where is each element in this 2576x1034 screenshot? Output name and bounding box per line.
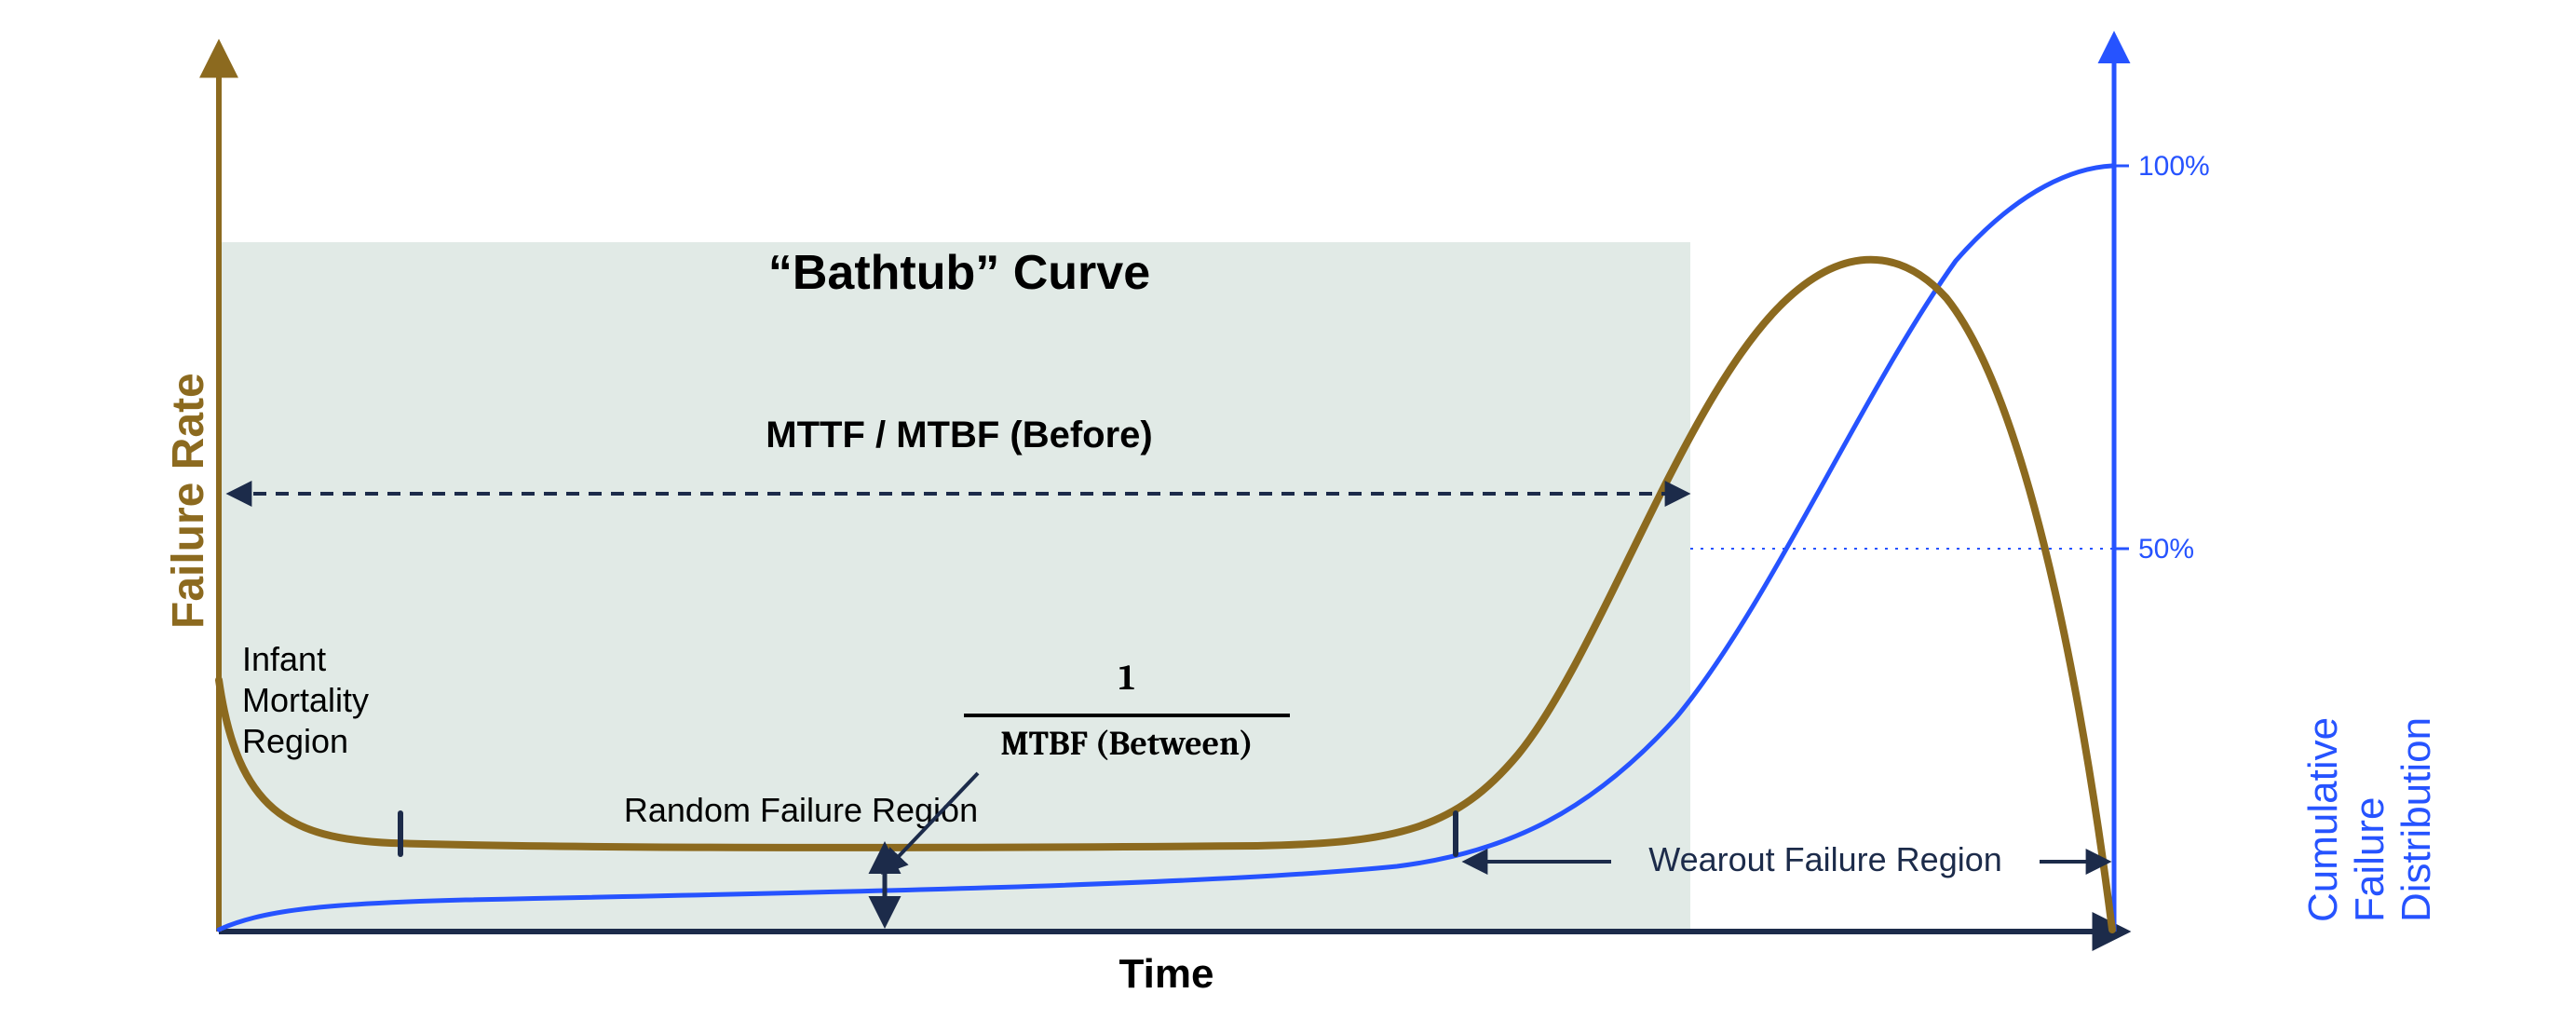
wearout-failure-label: Wearout Failure Region	[1648, 840, 2002, 878]
infant-mortality-label: Region	[242, 722, 348, 760]
y-right-tick-label: 50%	[2138, 534, 2194, 565]
random-failure-label: Random Failure Region	[624, 791, 978, 829]
chart-svg: Time 50% 100% “Bathtub” Curve MTTF / MTBF (B…	[0, 0, 2576, 1034]
x-axis-label: Time	[1119, 951, 1214, 997]
chart-title: “Bathtub” Curve	[768, 246, 1150, 300]
one-over-mtbf-numerator: 1	[1119, 658, 1134, 699]
infant-mortality-label: Infant	[242, 640, 326, 678]
y-axis-right-label: Cumulative Failure Distribution	[2300, 646, 2440, 922]
bathtub-curve-chart: Time 50% 100% “Bathtub” Curve MTTF / MTBF (B…	[0, 0, 2576, 1034]
one-over-mtbf-denominator: MTBF (Between)	[1000, 725, 1253, 763]
mttf-mtbf-label: MTTF / MTBF (Before)	[766, 415, 1153, 456]
y-axis-left-label: Failure Rate	[163, 373, 214, 629]
infant-mortality-label: Mortality	[242, 681, 369, 719]
y-right-tick-label: 100%	[2138, 151, 2210, 182]
